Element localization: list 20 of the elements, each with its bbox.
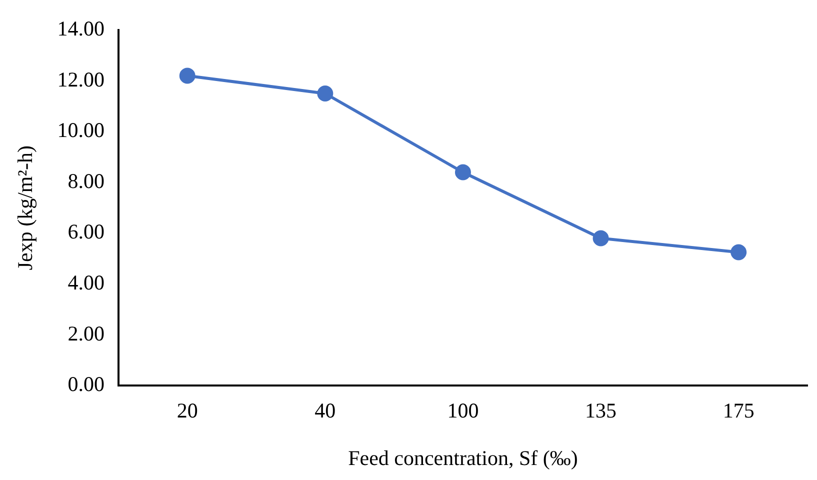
point (454, 164, 471, 180)
y-tick-label: 4.00 (68, 270, 104, 295)
y-tick-label: 12.00 (57, 67, 104, 92)
y-axis-title: Jexp (kg/m²-h) (13, 145, 38, 270)
x-tick-label: 40 (314, 398, 336, 423)
x-tick-label: 100 (447, 398, 479, 423)
y-tick-label: 2.00 (68, 321, 104, 346)
y-tick-label: 8.00 (68, 168, 104, 193)
y-tick-label: 0.00 (68, 372, 104, 396)
y-tick-label: 14.00 (57, 16, 104, 41)
x-axis-title: Feed concentration, Sf (‰) (348, 446, 578, 470)
x-tick-label: 135 (585, 398, 617, 423)
x-tick-label: 175 (722, 398, 754, 423)
point (317, 86, 334, 102)
x-tick-label: 20 (176, 398, 198, 423)
y-tick-label: 10.00 (57, 118, 104, 142)
point (592, 230, 609, 246)
point (730, 244, 747, 260)
y-tick-label: 6.00 (68, 220, 104, 244)
point (179, 68, 196, 84)
